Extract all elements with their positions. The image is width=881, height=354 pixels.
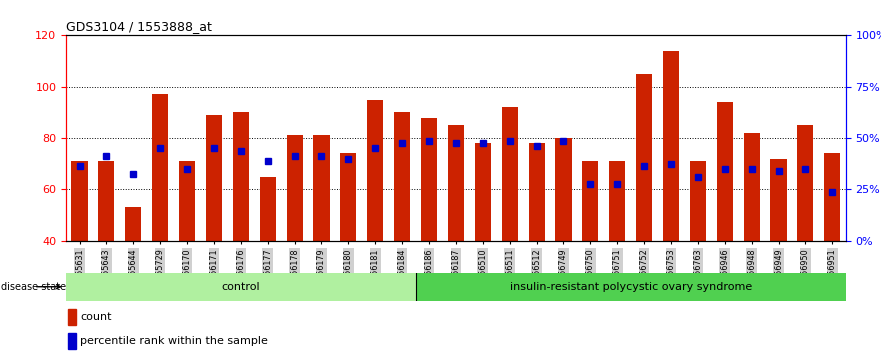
Bar	[663, 51, 679, 241]
Text: control: control	[221, 282, 260, 292]
Bar	[609, 161, 626, 241]
Bar	[125, 207, 141, 241]
Text: percentile rank within the sample: percentile rank within the sample	[80, 336, 268, 346]
Bar	[340, 153, 357, 241]
Bar	[286, 136, 303, 241]
Bar	[206, 115, 222, 241]
Bar	[66, 273, 416, 301]
Bar	[314, 136, 329, 241]
Text: insulin-resistant polycystic ovary syndrome: insulin-resistant polycystic ovary syndr…	[509, 282, 751, 292]
Bar	[636, 74, 652, 241]
Bar	[797, 125, 813, 241]
Bar	[448, 125, 464, 241]
Bar	[233, 113, 249, 241]
Bar	[690, 161, 706, 241]
Bar	[501, 107, 518, 241]
Bar	[99, 161, 115, 241]
Bar	[71, 161, 87, 241]
Bar	[744, 133, 759, 241]
Text: GDS3104 / 1553888_at: GDS3104 / 1553888_at	[66, 20, 212, 33]
Bar	[260, 177, 276, 241]
Bar	[394, 113, 411, 241]
Bar	[717, 102, 733, 241]
Bar	[475, 143, 491, 241]
Bar	[152, 95, 168, 241]
Bar	[582, 161, 598, 241]
Bar	[367, 99, 383, 241]
Bar	[529, 143, 544, 241]
Bar	[421, 118, 437, 241]
Text: disease state: disease state	[2, 282, 66, 292]
Text: count: count	[80, 312, 112, 322]
Bar	[555, 138, 572, 241]
Bar	[69, 309, 77, 325]
Bar	[69, 333, 77, 349]
Bar	[825, 153, 840, 241]
Bar	[771, 159, 787, 241]
Bar	[416, 273, 846, 301]
Bar	[179, 161, 195, 241]
